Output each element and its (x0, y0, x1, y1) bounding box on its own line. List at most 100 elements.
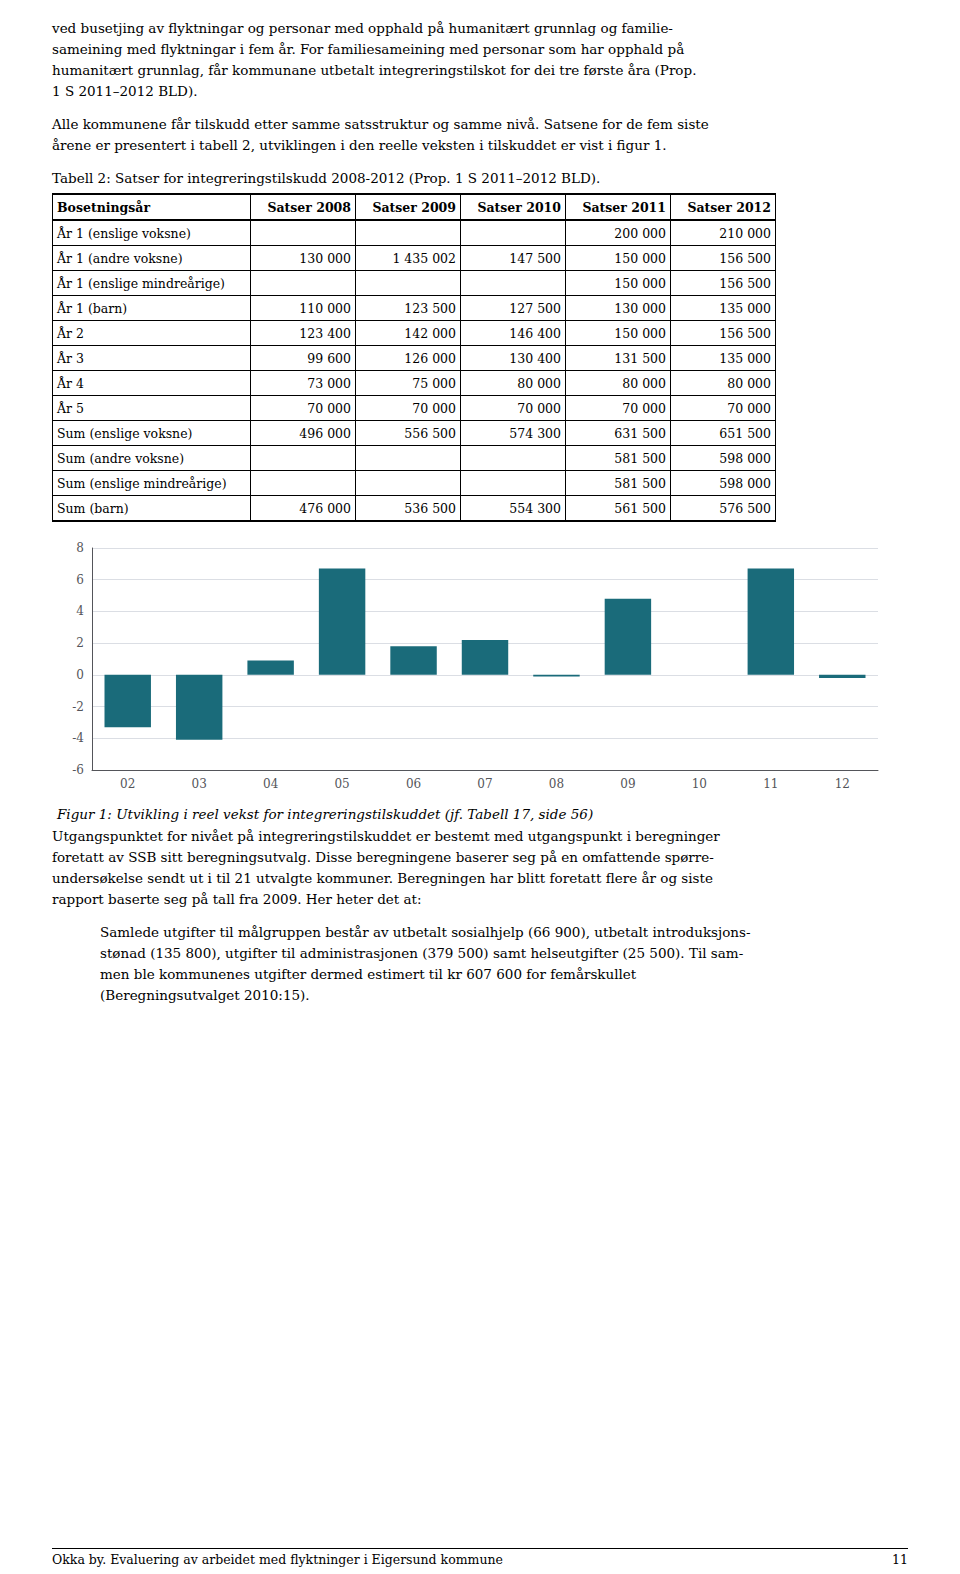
html-text:80 000: 80 000 (727, 375, 771, 391)
html-text:496 000: 496 000 (299, 425, 351, 441)
html-text:1 S 2011–2012 BLD).: 1 S 2011–2012 BLD). (52, 83, 198, 99)
html-text:581 500: 581 500 (614, 475, 666, 491)
html-text:Utgangspunktet for nivået på i: Utgangspunktet for nivået på integrering… (52, 828, 720, 844)
html-text:År 1 (andre voksne): År 1 (andre voksne) (57, 250, 183, 266)
svg-text:8: 8 (76, 541, 84, 555)
html-text:130 000: 130 000 (299, 250, 351, 266)
html-text:År 5: År 5 (57, 400, 84, 416)
html-text:sameining med flyktningar i fe: sameining med flyktningar i fem år. For … (52, 41, 685, 57)
html-text:Sum (enslige mindreårige): Sum (enslige mindreårige) (57, 475, 227, 491)
html-text:561 500: 561 500 (614, 500, 666, 516)
svg-text:11: 11 (763, 777, 778, 791)
html-text:Satser 2009: Satser 2009 (372, 199, 456, 215)
svg-text:04: 04 (263, 777, 279, 791)
html-text:År 2: År 2 (57, 325, 84, 341)
html-text:130 000: 130 000 (614, 300, 666, 316)
svg-text:12: 12 (835, 777, 850, 791)
html-text:150 000: 150 000 (614, 250, 666, 266)
html-text:70 000: 70 000 (307, 400, 351, 416)
html-text:574 300: 574 300 (509, 425, 561, 441)
html-text:651 500: 651 500 (719, 425, 771, 441)
html-text:År 1 (barn): År 1 (barn) (57, 300, 128, 316)
html-text:150 000: 150 000 (614, 325, 666, 341)
html-text:Satser 2011: Satser 2011 (582, 199, 666, 215)
html-text:131 500: 131 500 (614, 350, 666, 366)
svg-text:06: 06 (406, 777, 421, 791)
html-text:123 400: 123 400 (299, 325, 351, 341)
html-text:200 000: 200 000 (614, 225, 666, 241)
html-text:123 500: 123 500 (404, 300, 456, 316)
html-text:Samlede utgifter til målgruppe: Samlede utgifter til målgruppen består a… (100, 924, 751, 940)
html-text:80 000: 80 000 (622, 375, 666, 391)
html-text:undersøkelse sendt ut i til 21: undersøkelse sendt ut i til 21 utvalgte … (52, 870, 713, 886)
html-text:75 000: 75 000 (412, 375, 456, 391)
html-text:rapport baserte seg på tall fr: rapport baserte seg på tall fra 2009. He… (52, 891, 422, 907)
html-text:Sum (andre voksne): Sum (andre voksne) (57, 450, 185, 466)
html-text:Satser 2012: Satser 2012 (687, 199, 771, 215)
html-text:150 000: 150 000 (614, 275, 666, 291)
html-text:År 3: År 3 (57, 350, 84, 366)
svg-text:03: 03 (192, 777, 207, 791)
html-text:135 000: 135 000 (719, 350, 771, 366)
html-text:73 000: 73 000 (307, 375, 351, 391)
svg-text:-6: -6 (72, 763, 84, 777)
svg-text:09: 09 (620, 777, 635, 791)
html-text:554 300: 554 300 (509, 500, 561, 516)
html-text:146 400: 146 400 (509, 325, 561, 341)
html-text:99 600: 99 600 (307, 350, 351, 366)
svg-text:10: 10 (692, 777, 707, 791)
html-text:598 000: 598 000 (719, 450, 771, 466)
html-text:631 500: 631 500 (614, 425, 666, 441)
html-text:110 000: 110 000 (299, 300, 351, 316)
html-text:135 000: 135 000 (719, 300, 771, 316)
html-text:126 000: 126 000 (404, 350, 456, 366)
html-text:142 000: 142 000 (404, 325, 456, 341)
html-text:156 500: 156 500 (719, 250, 771, 266)
html-text:humanitært grunnlag, får kommu: humanitært grunnlag, får kommunane utbet… (52, 62, 697, 78)
html-text:År 4: År 4 (57, 375, 84, 391)
svg-text:07: 07 (477, 777, 492, 791)
html-text:147 500: 147 500 (509, 250, 561, 266)
html-text:70 000: 70 000 (412, 400, 456, 416)
html-text:156 500: 156 500 (719, 275, 771, 291)
html-text:576 500: 576 500 (719, 500, 771, 516)
svg-text:-4: -4 (72, 731, 84, 745)
html-text:556 500: 556 500 (404, 425, 456, 441)
html-text:210 000: 210 000 (719, 225, 771, 241)
html-text:70 000: 70 000 (517, 400, 561, 416)
svg-text:02: 02 (120, 777, 135, 791)
html-text:598 000: 598 000 (719, 475, 771, 491)
html-text:stønad (135 800), utgifter til: stønad (135 800), utgifter til administr… (100, 945, 744, 961)
html-text:årene er presentert i tabell 2: årene er presentert i tabell 2, utviklin… (52, 137, 667, 153)
svg-text:-2: -2 (72, 700, 84, 714)
svg-text:08: 08 (549, 777, 564, 791)
html-text:Sum (enslige voksne): Sum (enslige voksne) (57, 425, 193, 441)
svg-text:6: 6 (76, 573, 84, 587)
html-text:70 000: 70 000 (727, 400, 771, 416)
html-text:Sum (barn): Sum (barn) (57, 500, 129, 516)
svg-text:4: 4 (76, 604, 84, 618)
html-text:156 500: 156 500 (719, 325, 771, 341)
svg-text:Figur 1: Utvikling i reel veks: Figur 1: Utvikling i reel vekst for inte… (56, 806, 593, 822)
html-text:Satser 2008: Satser 2008 (267, 199, 351, 215)
html-text:foretatt av SSB sitt beregning: foretatt av SSB sitt beregningsutvalg. D… (52, 849, 714, 865)
svg-text:2: 2 (76, 636, 84, 650)
html-text:År 1 (enslige mindreårige): År 1 (enslige mindreårige) (57, 275, 225, 291)
html-text:80 000: 80 000 (517, 375, 561, 391)
html-text:130 400: 130 400 (509, 350, 561, 366)
svg-text:05: 05 (334, 777, 349, 791)
html-text:ved busetjing av flyktningar o: ved busetjing av flyktningar og personar… (52, 20, 673, 36)
html-text:1 435 002: 1 435 002 (392, 250, 456, 266)
svg-text:0: 0 (76, 668, 84, 682)
html-text:Bosetningsår: Bosetningsår (57, 199, 151, 215)
html-text:127 500: 127 500 (509, 300, 561, 316)
html-text:Alle kommunene får tilskudd et: Alle kommunene får tilskudd etter samme … (52, 116, 709, 132)
html-text:476 000: 476 000 (299, 500, 351, 516)
html-text:men ble kommunenes utgifter de: men ble kommunenes utgifter dermed estim… (100, 966, 637, 982)
html-text:Tabell 2: Satser for integreri: Tabell 2: Satser for integreringstilskud… (52, 170, 601, 186)
html-text:581 500: 581 500 (614, 450, 666, 466)
html-text:70 000: 70 000 (622, 400, 666, 416)
html-text:År 1 (enslige voksne): År 1 (enslige voksne) (57, 225, 191, 241)
html-text:536 500: 536 500 (404, 500, 456, 516)
html-text:Satser 2010: Satser 2010 (477, 199, 561, 215)
